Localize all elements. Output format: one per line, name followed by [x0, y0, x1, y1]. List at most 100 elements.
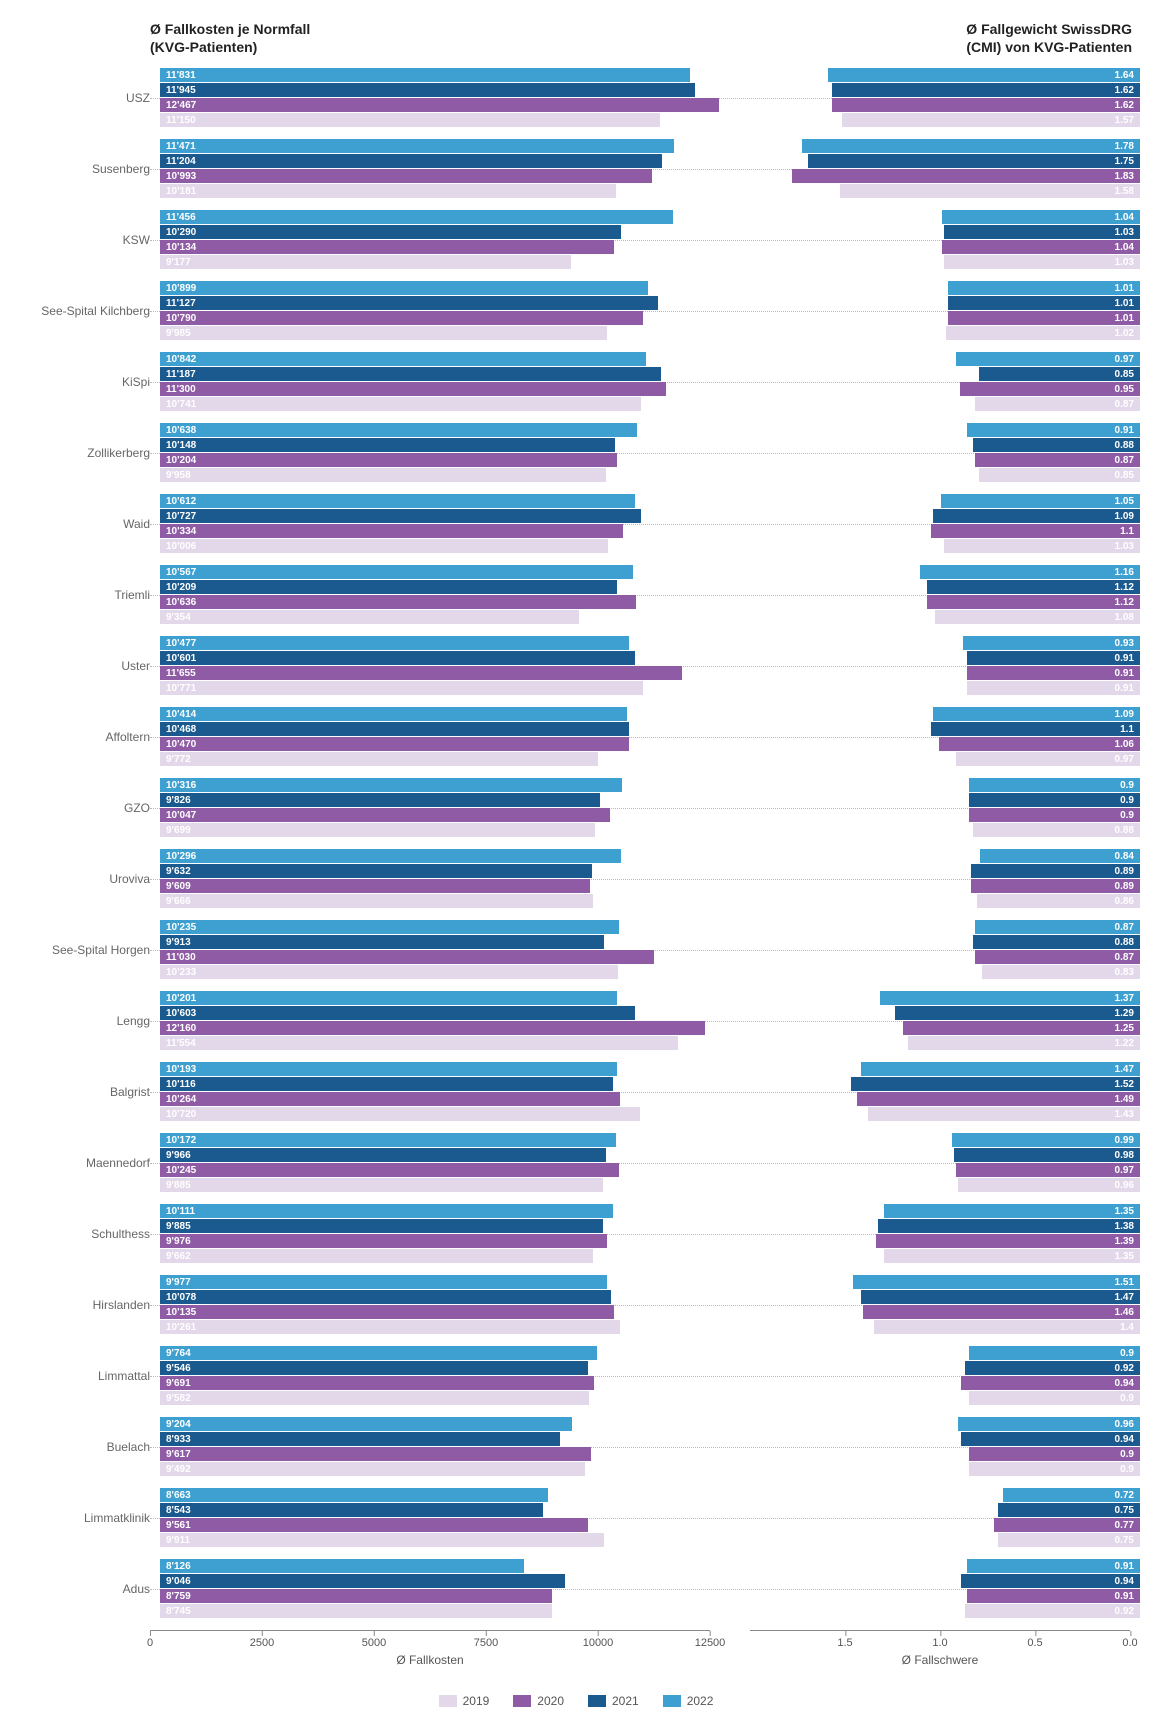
bar-left: 10'264: [160, 1092, 620, 1106]
bar-right: 0.96: [958, 1417, 1140, 1431]
bar-right: 1.58: [840, 184, 1140, 198]
legend-label: 2021: [612, 1694, 639, 1708]
bar-right: 1.43: [868, 1107, 1140, 1121]
right-bars: 0.840.890.890.86: [760, 849, 1140, 908]
legend-swatch: [439, 1695, 457, 1707]
left-bars: 9'97710'07810'13510'261: [160, 1275, 720, 1334]
bar-left: 9'609: [160, 879, 590, 893]
left-bars: 10'56710'20910'6369'354: [160, 565, 720, 624]
left-bars: 9'7649'5469'6919'582: [160, 1346, 720, 1405]
bar-right: 1.01: [948, 296, 1140, 310]
axis-tick: 10000: [583, 1631, 614, 1649]
category-label: Adus: [20, 1559, 160, 1618]
bar-right: 1.64: [828, 68, 1140, 82]
category-label: Hirslanden: [20, 1275, 160, 1334]
right-bars: 1.041.031.041.03: [760, 210, 1140, 269]
bar-right: 1.29: [895, 1006, 1140, 1020]
right-bars: 1.051.091.11.03: [760, 494, 1140, 553]
bar-right: 0.99: [952, 1133, 1140, 1147]
bar-right: 0.83: [982, 965, 1140, 979]
legend-item: 2020: [513, 1694, 564, 1708]
bar-left: 11'945: [160, 83, 695, 97]
left-bars: 10'89911'12710'7909'985: [160, 281, 720, 340]
bar-right: 0.91: [967, 681, 1140, 695]
left-bars: 10'2359'91311'03010'233: [160, 920, 720, 979]
left-bars: 10'20110'60312'16011'554: [160, 991, 720, 1050]
bar-right: 0.88: [973, 935, 1140, 949]
bar-left: 9'561: [160, 1518, 588, 1532]
left-bars: 10'47710'60111'65510'771: [160, 636, 720, 695]
axis-tick: 7500: [474, 1631, 498, 1649]
bar-left: 11'831: [160, 68, 690, 82]
axes-row: 02500500075001000012500 Ø Fallkosten 1.5…: [150, 1630, 1132, 1670]
chart-titles: Ø Fallkosten je Normfall(KVG-Patienten) …: [150, 20, 1132, 56]
bar-left: 11'127: [160, 296, 658, 310]
bar-left: 10'316: [160, 778, 622, 792]
right-bars: 1.511.471.461.4: [760, 1275, 1140, 1334]
category-row: Triemli10'56710'20910'6369'3541.161.121.…: [20, 565, 1132, 624]
bar-right: 0.89: [971, 864, 1140, 878]
bar-left: 12'160: [160, 1021, 705, 1035]
bar-right: 1.05: [941, 494, 1141, 508]
right-panel-title: Ø Fallgewicht SwissDRG(CMI) von KVG-Pati…: [752, 20, 1132, 56]
bar-right: 1.03: [944, 255, 1140, 269]
category-label: Buelach: [20, 1417, 160, 1476]
category-label: Limmatklinik: [20, 1488, 160, 1547]
bar-right: 1.09: [933, 707, 1140, 721]
right-bars: 0.90.920.940.9: [760, 1346, 1140, 1405]
bar-left: 10'006: [160, 539, 608, 553]
category-row: Schulthess10'1119'8859'9769'6621.351.381…: [20, 1204, 1132, 1263]
category-row: Affoltern10'41410'46810'4709'7721.091.11…: [20, 707, 1132, 766]
bar-right: 0.94: [961, 1432, 1140, 1446]
category-label: See-Spital Kilchberg: [20, 281, 160, 340]
left-bars: 11'45610'29010'1349'177: [160, 210, 720, 269]
bar-left: 9'699: [160, 823, 595, 837]
bar-left: 10'078: [160, 1290, 611, 1304]
bar-left: 11'554: [160, 1036, 678, 1050]
category-row: Lengg10'20110'60312'16011'5541.371.291.2…: [20, 991, 1132, 1050]
category-label: Maennedorf: [20, 1133, 160, 1192]
category-label: KSW: [20, 210, 160, 269]
left-bars: 8'6638'5439'5619'911: [160, 1488, 720, 1547]
right-axis: 1.51.00.50.0 Ø Fallschwere: [750, 1630, 1130, 1670]
axis-tick: 0.5: [1027, 1631, 1042, 1649]
bar-right: 0.77: [994, 1518, 1140, 1532]
left-bars: 10'84211'18711'30010'741: [160, 352, 720, 411]
bar-right: 0.91: [967, 651, 1140, 665]
category-label: Limmattal: [20, 1346, 160, 1405]
bar-right: 0.92: [965, 1361, 1140, 1375]
bar-right: 0.89: [971, 879, 1140, 893]
left-bars: 10'61210'72710'33410'006: [160, 494, 720, 553]
left-bars: 10'63810'14810'2049'958: [160, 423, 720, 482]
bar-left: 10'135: [160, 1305, 614, 1319]
bar-left: 10'245: [160, 1163, 619, 1177]
bar-right: 1.09: [933, 509, 1140, 523]
bar-left: 10'201: [160, 991, 617, 1005]
bar-right: 0.91: [967, 1559, 1140, 1573]
category-label: GZO: [20, 778, 160, 837]
bar-right: 0.93: [963, 636, 1140, 650]
category-row: Waid10'61210'72710'33410'0061.051.091.11…: [20, 494, 1132, 553]
bar-right: 0.91: [967, 666, 1140, 680]
category-row: USZ11'83111'94512'46711'1501.641.621.621…: [20, 68, 1132, 127]
left-bars: 11'47111'20410'99310'181: [160, 139, 720, 198]
legend-item: 2019: [439, 1694, 490, 1708]
bar-left: 9'177: [160, 255, 571, 269]
bar-right: 1.06: [939, 737, 1140, 751]
bar-right: 0.9: [969, 778, 1140, 792]
bar-right: 0.75: [998, 1533, 1141, 1547]
right-bars: 0.970.850.950.87: [760, 352, 1140, 411]
category-row: Zollikerberg10'63810'14810'2049'9580.910…: [20, 423, 1132, 482]
category-row: Balgrist10'19310'11610'26410'7201.471.52…: [20, 1062, 1132, 1121]
left-bars: 10'1729'96610'2459'885: [160, 1133, 720, 1192]
left-bars: 10'3169'82610'0479'699: [160, 778, 720, 837]
bar-right: 0.97: [956, 752, 1140, 766]
bar-left: 10'468: [160, 722, 629, 736]
bar-left: 10'771: [160, 681, 643, 695]
bar-right: 1.08: [935, 610, 1140, 624]
category-row: KiSpi10'84211'18711'30010'7410.970.850.9…: [20, 352, 1132, 411]
category-row: Limmatklinik8'6638'5439'5619'9110.720.75…: [20, 1488, 1132, 1547]
bar-left: 10'612: [160, 494, 635, 508]
bar-right: 1.03: [944, 539, 1140, 553]
bar-left: 10'601: [160, 651, 635, 665]
